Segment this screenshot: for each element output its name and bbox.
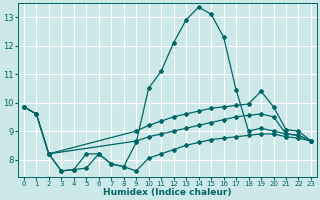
X-axis label: Humidex (Indice chaleur): Humidex (Indice chaleur) <box>103 188 232 197</box>
